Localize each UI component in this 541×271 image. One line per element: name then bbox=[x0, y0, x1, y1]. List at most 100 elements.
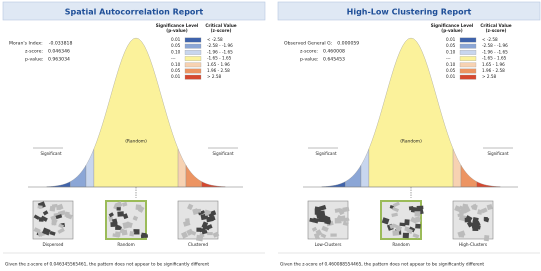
z-score-cell: < -2.58 bbox=[482, 37, 498, 42]
thumbnail-cell bbox=[409, 206, 414, 210]
thumbnail-caption: Clustered bbox=[188, 242, 208, 247]
p-value-cell: 0.10 bbox=[171, 49, 181, 54]
p-value-cell: 0.01 bbox=[171, 74, 181, 79]
thumbnail-caption: Low-Clusters bbox=[315, 242, 342, 247]
p-value-cell: 0.01 bbox=[171, 37, 181, 42]
report-title: Spatial Autocorrelation Report bbox=[65, 8, 204, 17]
footer-text: Given the z-score of 0.046345565461, the… bbox=[5, 262, 209, 268]
z-score-cell: 1.65 - 1.96 bbox=[207, 62, 230, 67]
curve-label: Significant bbox=[40, 151, 62, 156]
stat-value: -0.033818 bbox=[49, 41, 73, 47]
legend-swatch bbox=[460, 44, 476, 48]
p-value-cell: 0.05 bbox=[446, 43, 456, 48]
stat-value: 0.046346 bbox=[48, 49, 70, 55]
curve-region bbox=[369, 38, 453, 187]
curve-region bbox=[477, 182, 500, 187]
legend-swatch bbox=[185, 44, 201, 48]
thumbnail-cell bbox=[399, 223, 405, 227]
curve-region bbox=[186, 165, 202, 187]
stat-label: z-score: bbox=[25, 49, 43, 55]
thumbnail-caption: Dispersed bbox=[43, 242, 64, 247]
z-score-cell: -1.65 - 1.65 bbox=[482, 56, 507, 61]
thumbnail-cell bbox=[484, 235, 489, 241]
thumbnail-cell bbox=[56, 205, 61, 210]
thumbnail-caption: Random bbox=[392, 242, 409, 247]
p-value-cell: 0.01 bbox=[446, 37, 456, 42]
curve-region bbox=[453, 149, 461, 187]
legend-swatch bbox=[185, 63, 201, 67]
thumbnail-cell bbox=[37, 205, 42, 209]
stat-value: 0.963034 bbox=[48, 57, 70, 63]
p-value-cell: --- bbox=[446, 56, 451, 61]
thumbnail-cell bbox=[484, 217, 488, 220]
stat-label: Moran's Index: bbox=[9, 41, 43, 47]
curve-region bbox=[94, 38, 178, 187]
z-score-cell: -1.96 - -1.65 bbox=[482, 49, 508, 54]
curve-region bbox=[461, 165, 477, 187]
z-score-cell: > 2.58 bbox=[207, 74, 221, 79]
z-score-cell: < -2.58 bbox=[207, 37, 223, 42]
legend-swatch bbox=[185, 38, 201, 42]
z-score-cell: -1.96 - -1.65 bbox=[207, 49, 233, 54]
curve-label: Significant bbox=[212, 151, 234, 156]
legend-swatch bbox=[185, 50, 201, 54]
table-header: (z-score) bbox=[211, 28, 232, 33]
p-value-cell: --- bbox=[171, 56, 176, 61]
z-score-cell: 1.65 - 1.96 bbox=[482, 62, 505, 67]
table-header: (p-value) bbox=[441, 28, 462, 33]
thumbnail-cell bbox=[136, 204, 142, 210]
curve-region bbox=[86, 149, 94, 187]
curve-region bbox=[345, 165, 361, 187]
stat-value: 0.645453 bbox=[323, 57, 345, 63]
curve-region bbox=[202, 182, 225, 187]
p-value-cell: 0.10 bbox=[171, 62, 181, 67]
legend-swatch bbox=[460, 50, 476, 54]
z-score-cell: -2.58 - -1.96 bbox=[482, 43, 508, 48]
thumbnail-cell bbox=[195, 209, 201, 213]
thumbnail-cell bbox=[196, 235, 203, 242]
z-score-cell: 1.96 - 2.58 bbox=[482, 68, 505, 73]
curve-label: (Random) bbox=[125, 139, 147, 145]
curve-region bbox=[47, 182, 70, 187]
thumbnail-cell bbox=[141, 234, 148, 238]
legend-swatch bbox=[185, 69, 201, 73]
legend-swatch bbox=[460, 63, 476, 67]
thumbnail-caption: High-Clusters bbox=[459, 242, 487, 247]
thumbnail-cell bbox=[415, 211, 421, 216]
thumbnail-cell bbox=[129, 231, 134, 236]
table-header: (z-score) bbox=[486, 28, 507, 33]
thumbnail-cell bbox=[196, 228, 201, 232]
thumbnail-cell bbox=[117, 207, 121, 211]
legend-swatch bbox=[460, 38, 476, 42]
curve-label: (Random) bbox=[400, 139, 422, 145]
curve-label: Significant bbox=[487, 151, 509, 156]
z-score-cell: -1.65 - 1.65 bbox=[207, 56, 232, 61]
thumbnail-cell bbox=[417, 206, 424, 210]
report-title: High-Low Clustering Report bbox=[347, 8, 472, 17]
p-value-cell: 0.05 bbox=[171, 43, 181, 48]
p-value-cell: 0.05 bbox=[446, 68, 456, 73]
report-panel: Spatial Autocorrelation Report Moran's In… bbox=[3, 2, 265, 268]
thumbnail-cell bbox=[465, 218, 470, 223]
stat-label: Observed General G: bbox=[284, 41, 333, 47]
z-score-cell: -2.58 - -1.96 bbox=[207, 43, 233, 48]
legend-swatch bbox=[460, 69, 476, 73]
curve-label: Significant bbox=[315, 151, 337, 156]
p-value-cell: 0.10 bbox=[446, 49, 456, 54]
p-value-cell: 0.10 bbox=[446, 62, 456, 67]
thumbnail-caption: Random bbox=[117, 242, 134, 247]
p-value-cell: 0.01 bbox=[446, 74, 456, 79]
table-header: (p-value) bbox=[166, 28, 187, 33]
stat-value: 0.000059 bbox=[337, 41, 359, 47]
curve-region bbox=[178, 149, 186, 187]
legend-swatch bbox=[185, 75, 201, 79]
stat-value: 0.460008 bbox=[323, 49, 345, 55]
z-score-cell: > 2.58 bbox=[482, 74, 496, 79]
stat-label: z-score: bbox=[300, 49, 318, 55]
footer-text: Given the z-score of 0.460088554465, the… bbox=[280, 262, 484, 268]
thumbnail-cell bbox=[392, 230, 399, 236]
thumbnail-cell bbox=[207, 232, 213, 235]
curve-region bbox=[322, 182, 345, 187]
thumbnail-cell bbox=[330, 233, 336, 236]
p-value-cell: 0.05 bbox=[171, 68, 181, 73]
